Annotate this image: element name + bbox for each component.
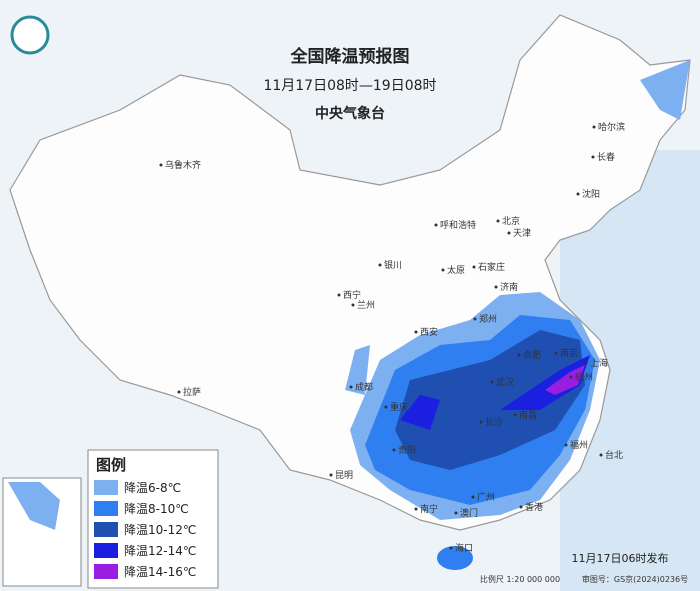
city-dot — [449, 546, 453, 550]
city-label: 郑州 — [479, 313, 497, 325]
city-label: 重庆 — [390, 401, 408, 413]
city-label: 呼和浩特 — [440, 219, 476, 231]
city-dot — [392, 448, 396, 452]
city-label: 贵阳 — [398, 444, 416, 456]
city-dot — [592, 125, 596, 129]
city-dot — [507, 231, 511, 235]
city-dot — [479, 420, 483, 424]
city-dot — [569, 375, 573, 379]
city-dot — [513, 413, 517, 417]
city-label: 广州 — [477, 491, 495, 503]
city-dot — [349, 385, 353, 389]
city-label: 武汉 — [496, 376, 514, 388]
legend-swatch — [94, 564, 118, 579]
title: 全国降温预报图 — [290, 46, 410, 67]
city-label: 长沙 — [485, 416, 503, 428]
city-dot — [519, 505, 523, 509]
legend-title: 图例 — [96, 456, 126, 474]
city-label: 南宁 — [420, 503, 438, 515]
cooling-zone — [545, 365, 585, 395]
city-dot — [471, 495, 475, 499]
city-label: 济南 — [500, 281, 518, 293]
city-dot — [599, 453, 603, 457]
hainan — [437, 546, 473, 570]
legend-label: 降温6-8℃ — [124, 481, 181, 495]
city-label: 兰州 — [357, 299, 375, 311]
period: 11月17日08时—19日08时 — [263, 78, 436, 94]
city-dot — [414, 507, 418, 511]
city-dot — [472, 265, 476, 269]
city-dot — [584, 361, 588, 365]
city-dot — [496, 219, 500, 223]
legend-label: 降温10-12℃ — [124, 523, 196, 537]
city-label: 西宁 — [343, 289, 361, 301]
city-dot — [378, 263, 382, 267]
city-label: 长春 — [597, 151, 615, 163]
legend-swatch — [94, 501, 118, 516]
city-dot — [177, 390, 181, 394]
legend-swatch — [94, 480, 118, 495]
legend-label: 降温8-10℃ — [124, 502, 189, 516]
city-label: 成都 — [355, 381, 373, 393]
city-dot — [329, 473, 333, 477]
city-label: 太原 — [447, 264, 465, 276]
city-label: 石家庄 — [478, 261, 505, 273]
city-label: 北京 — [502, 215, 520, 227]
scale: 比例尺 1:20 000 000 — [480, 574, 560, 584]
legend-swatch — [94, 522, 118, 537]
issued: 11月17日06时发布 — [572, 551, 669, 565]
city-label: 西安 — [420, 326, 438, 338]
legend-label: 降温14-16℃ — [124, 565, 196, 579]
city-dot — [473, 317, 477, 321]
inset-zone — [8, 482, 60, 530]
city-dot — [576, 192, 580, 196]
city-label: 合肥 — [523, 349, 541, 361]
city-label: 昆明 — [335, 470, 353, 481]
legend-swatch — [94, 543, 118, 558]
city-label: 香港 — [525, 501, 543, 513]
city-label: 南昌 — [519, 409, 537, 421]
city-label: 福州 — [570, 439, 588, 451]
city-dot — [564, 443, 568, 447]
city-dot — [414, 330, 418, 334]
cooling-zones — [345, 60, 690, 520]
city-label: 天津 — [513, 228, 531, 239]
city-label: 拉萨 — [183, 386, 201, 398]
city-dot — [159, 163, 163, 167]
city-label: 南京 — [560, 347, 578, 359]
city-dot — [441, 268, 445, 272]
cooling-zone — [395, 330, 585, 470]
legend-label: 降温12-14℃ — [124, 544, 196, 558]
city-dot — [490, 380, 494, 384]
city-label: 杭州 — [575, 371, 593, 383]
logo — [10, 15, 50, 55]
city-label: 海口 — [455, 542, 473, 554]
city-label: 沈阳 — [582, 188, 600, 200]
city-dot — [554, 351, 558, 355]
city-dot — [517, 353, 521, 357]
city-dot — [337, 293, 341, 297]
legend-box — [87, 449, 219, 589]
issuer: 中央气象台 — [315, 105, 385, 122]
city-dot — [351, 303, 355, 307]
city-label: 台北 — [605, 449, 623, 461]
city-label: 乌鲁木齐 — [165, 159, 201, 171]
city-label: 银川 — [384, 259, 402, 271]
legend-items: 降温6-8℃ 降温8-10℃ 降温10-12℃ 降温12-14℃ 降温14-16℃ — [94, 480, 196, 579]
approval: 审图号：GS京(2024)0236号 — [582, 574, 688, 584]
city-dot — [434, 223, 438, 227]
city-dot — [591, 155, 595, 159]
city-label: 上海 — [590, 357, 608, 369]
city-label: 澳门 — [460, 507, 478, 519]
city-dot — [494, 285, 498, 289]
city-label: 哈尔滨 — [598, 121, 625, 133]
city-dot — [454, 511, 458, 515]
city-dot — [384, 405, 388, 409]
